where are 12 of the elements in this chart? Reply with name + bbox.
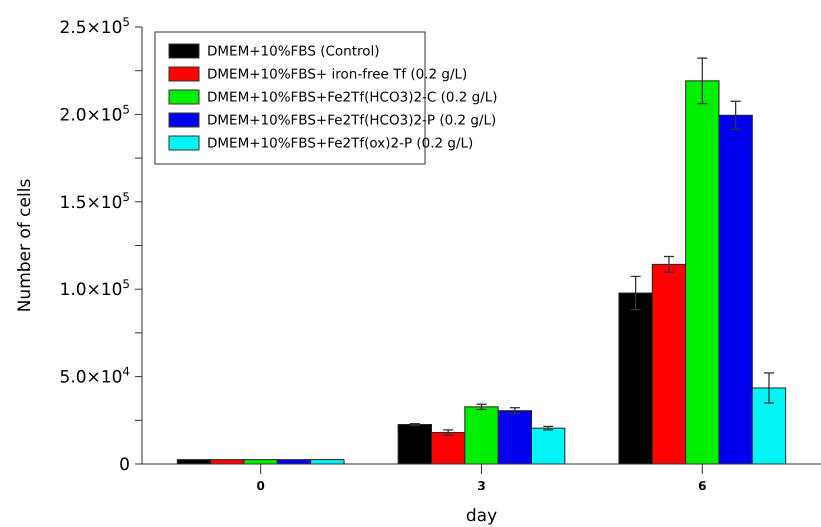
y-tick-label: 1.0×10$^{5}$ xyxy=(60,277,130,300)
y-tick-label: 0 xyxy=(119,454,130,475)
y-tick-label: 2.0×10$^{5}$ xyxy=(60,102,130,126)
legend-label: DMEM+10%FBS (Control) xyxy=(207,44,380,60)
x-tick-label: 6 xyxy=(698,479,706,493)
x-tick-label: 3 xyxy=(477,479,486,493)
y-tick-label: 1.5×10$^{5}$ xyxy=(60,190,130,213)
y-tick-label: 5.0×10$^{4}$ xyxy=(60,364,130,388)
y-axis-title: Number of cells xyxy=(15,178,35,312)
y-tick-label: 2.5×10$^{5}$ xyxy=(60,14,130,38)
x-tick-label: 0 xyxy=(256,479,265,493)
x-axis-title: day xyxy=(466,506,498,526)
